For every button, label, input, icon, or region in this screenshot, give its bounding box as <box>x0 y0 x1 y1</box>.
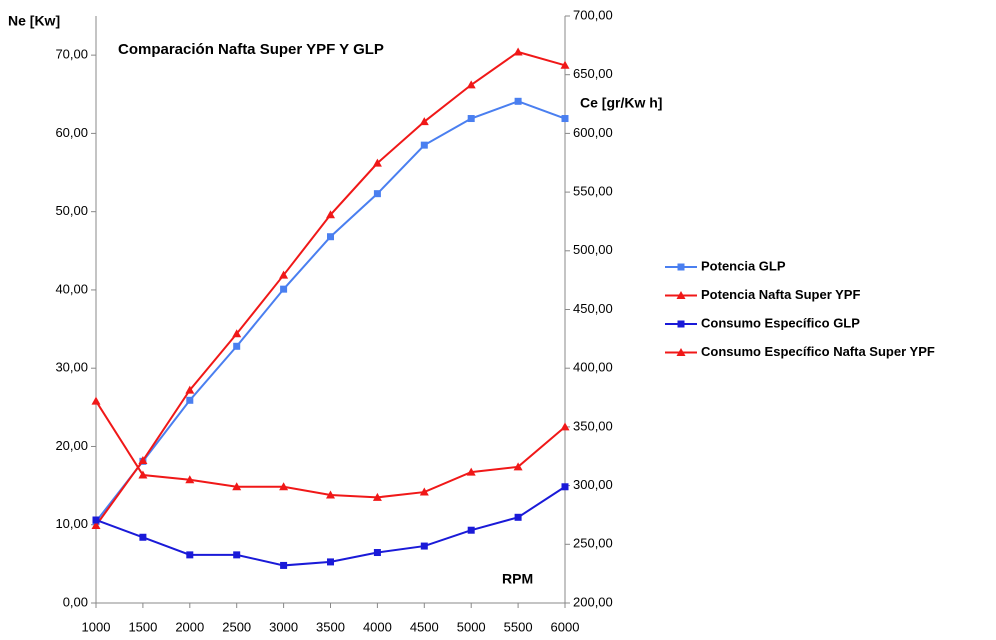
data-point <box>513 47 523 56</box>
data-point <box>280 561 288 569</box>
data-point <box>514 97 522 105</box>
y2-tick-label: 700,00 <box>573 7 613 22</box>
data-point <box>139 533 147 541</box>
legend-marker <box>677 263 685 271</box>
legend-marker <box>676 291 686 299</box>
data-point <box>513 462 523 471</box>
legend-label: Potencia GLP <box>701 258 786 273</box>
x-tick-label: 4500 <box>410 619 439 634</box>
y-tick-label: 40,00 <box>55 281 88 296</box>
y-tick-label: 20,00 <box>55 438 88 453</box>
legend-marker <box>676 348 686 356</box>
data-point <box>233 551 241 559</box>
x-tick-label: 2000 <box>175 619 204 634</box>
data-point <box>91 521 101 530</box>
y2-tick-label: 200,00 <box>573 594 613 609</box>
data-point <box>327 558 334 566</box>
y-axis-title: Ne [Kw] <box>8 13 60 29</box>
x-tick-label: 1000 <box>82 619 111 634</box>
data-point <box>92 516 100 524</box>
data-point <box>186 551 194 559</box>
legend-marker <box>677 320 685 328</box>
y-tick-label: 10,00 <box>55 516 88 531</box>
data-point <box>185 475 195 484</box>
data-point <box>514 513 522 521</box>
y2-tick-label: 450,00 <box>573 301 613 316</box>
y-tick-label: 60,00 <box>55 125 88 140</box>
data-point <box>372 492 382 501</box>
data-point <box>372 158 382 167</box>
data-point <box>467 115 475 123</box>
y2-tick-label: 550,00 <box>573 184 613 199</box>
data-point <box>326 210 335 219</box>
y2-tick-label: 500,00 <box>573 242 613 257</box>
data-point <box>466 467 476 476</box>
data-point <box>279 482 289 491</box>
data-point <box>279 270 289 279</box>
data-point <box>185 385 195 394</box>
y-tick-label: 70,00 <box>55 47 88 62</box>
data-point <box>138 470 148 479</box>
data-point <box>466 80 476 89</box>
legend-label: Potencia Nafta Super YPF <box>701 287 860 302</box>
data-point <box>373 190 381 198</box>
data-point <box>561 483 569 491</box>
data-point <box>561 115 569 123</box>
x-tick-label: 6000 <box>551 619 580 634</box>
data-point <box>138 456 148 465</box>
data-point <box>467 526 475 534</box>
data-point <box>280 285 288 293</box>
data-point <box>327 233 334 241</box>
data-point <box>373 549 381 557</box>
y-tick-label: 50,00 <box>55 203 88 218</box>
data-point <box>420 141 428 149</box>
x-tick-label: 5500 <box>504 619 533 634</box>
data-point <box>232 329 242 338</box>
data-point <box>326 490 335 499</box>
x-tick-label: 3500 <box>316 619 345 634</box>
y2-tick-label: 350,00 <box>573 418 613 433</box>
y2-tick-label: 400,00 <box>573 360 613 375</box>
y2-axis-title: Ce [gr/Kw h] <box>580 95 662 111</box>
x-tick-label: 4000 <box>363 619 392 634</box>
chart-title: Comparación Nafta Super YPF Y GLP <box>118 41 384 58</box>
x-tick-label: 3000 <box>269 619 298 634</box>
data-point <box>232 482 242 491</box>
y2-tick-label: 250,00 <box>573 536 613 551</box>
y-tick-label: 0,00 <box>63 594 88 609</box>
data-point <box>91 396 101 405</box>
y2-tick-label: 600,00 <box>573 125 613 140</box>
y2-tick-label: 300,00 <box>573 477 613 492</box>
y-tick-label: 30,00 <box>55 360 88 375</box>
x-tick-label: 2500 <box>222 619 251 634</box>
data-point <box>560 60 570 69</box>
data-point <box>420 542 428 550</box>
data-point <box>186 396 194 404</box>
data-point <box>419 117 429 126</box>
data-point <box>419 487 429 496</box>
data-point <box>233 342 241 350</box>
y2-tick-label: 650,00 <box>573 66 613 81</box>
x-axis-title: RPM <box>502 571 533 587</box>
data-point <box>560 422 570 431</box>
x-tick-label: 1500 <box>128 619 157 634</box>
legend-label: Consumo Específico GLP <box>701 315 860 330</box>
x-tick-label: 5000 <box>457 619 486 634</box>
legend-label: Consumo Específico Nafta Super YPF <box>701 344 935 359</box>
